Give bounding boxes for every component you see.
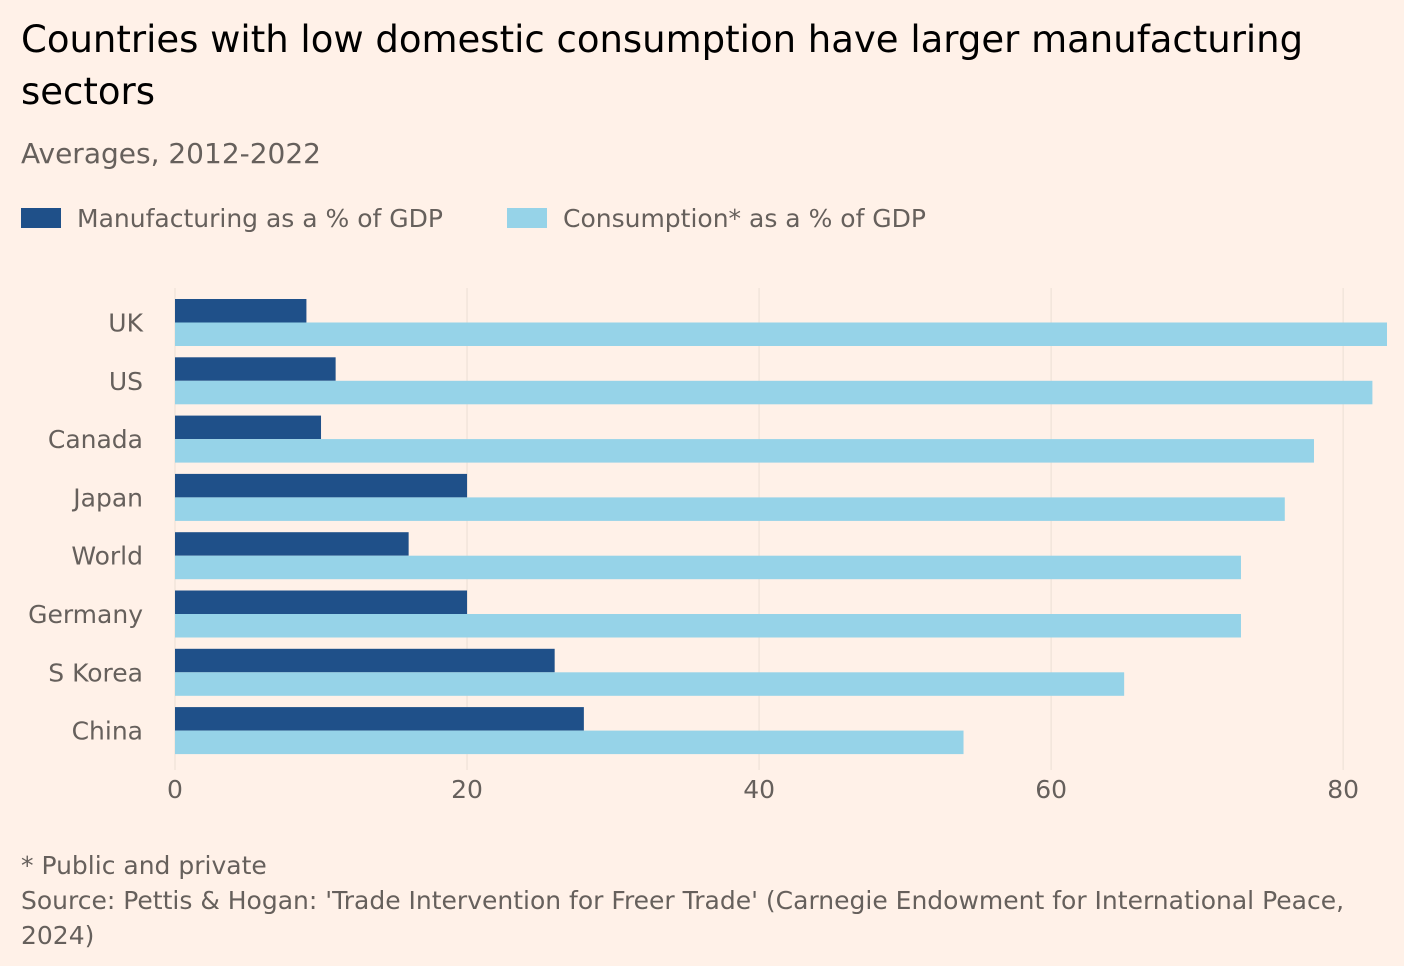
chart-title: Countries with low domestic consumption … [21, 18, 1304, 113]
bar-chart: 0 20 40 60 80 UK US Canada Japan World Germany S Ko… [28, 288, 1387, 804]
legend-swatch-manufacturing [21, 208, 61, 228]
bar-manufacturing-us [175, 357, 336, 381]
bar-consumption-germany [175, 614, 1241, 638]
bar-manufacturing-germany [175, 590, 468, 614]
x-tick-label-40: 40 [743, 775, 775, 804]
x-tick-label-20: 20 [451, 775, 483, 804]
category-label-china: China [72, 717, 143, 746]
category-label-world: World [71, 542, 143, 571]
bar-manufacturing-s-korea [175, 648, 555, 673]
x-tick-label-80: 80 [1327, 775, 1359, 804]
bar-consumption-s-korea [175, 672, 1125, 696]
bar-consumption-world [175, 555, 1241, 580]
category-label-uk: UK [108, 309, 143, 338]
category-label-s-korea: S Korea [48, 658, 143, 687]
legend-label-manufacturing: Manufacturing as a % of GDP [77, 203, 443, 233]
bar-manufacturing-world [175, 532, 409, 556]
bar-consumption-uk [175, 322, 1387, 346]
bar-consumption-us [175, 380, 1373, 405]
category-label-canada: Canada [48, 425, 143, 454]
x-tick-label-0: 0 [167, 775, 183, 804]
category-label-japan: Japan [71, 483, 143, 512]
bar-manufacturing-japan [175, 473, 468, 498]
bar-manufacturing-china [175, 707, 584, 731]
x-tick-label-60: 60 [1035, 775, 1067, 804]
source-note: Source: Pettis & Hogan: 'Trade Intervent… [21, 886, 1345, 950]
bar-consumption-japan [175, 497, 1285, 521]
bar-manufacturing-uk [175, 299, 307, 323]
legend-label-consumption: Consumption* as a % of GDP [562, 203, 927, 233]
bar-consumption-canada [175, 439, 1314, 463]
chart-subtitle: Averages, 2012-2022 [21, 137, 321, 170]
bar-consumption-china [175, 730, 964, 755]
category-label-germany: Germany [28, 600, 143, 629]
legend-swatch-consumption [506, 208, 547, 228]
footnote: * Public and private [21, 851, 267, 880]
legend: Manufacturing as a % of GDP Consumption*… [21, 198, 990, 238]
legend-item-manufacturing: Manufacturing as a % of GDP [21, 204, 443, 233]
category-label-us: US [109, 367, 143, 396]
legend-item-consumption: Consumption* as a % of GDP [506, 203, 927, 233]
bar-manufacturing-canada [175, 415, 322, 440]
